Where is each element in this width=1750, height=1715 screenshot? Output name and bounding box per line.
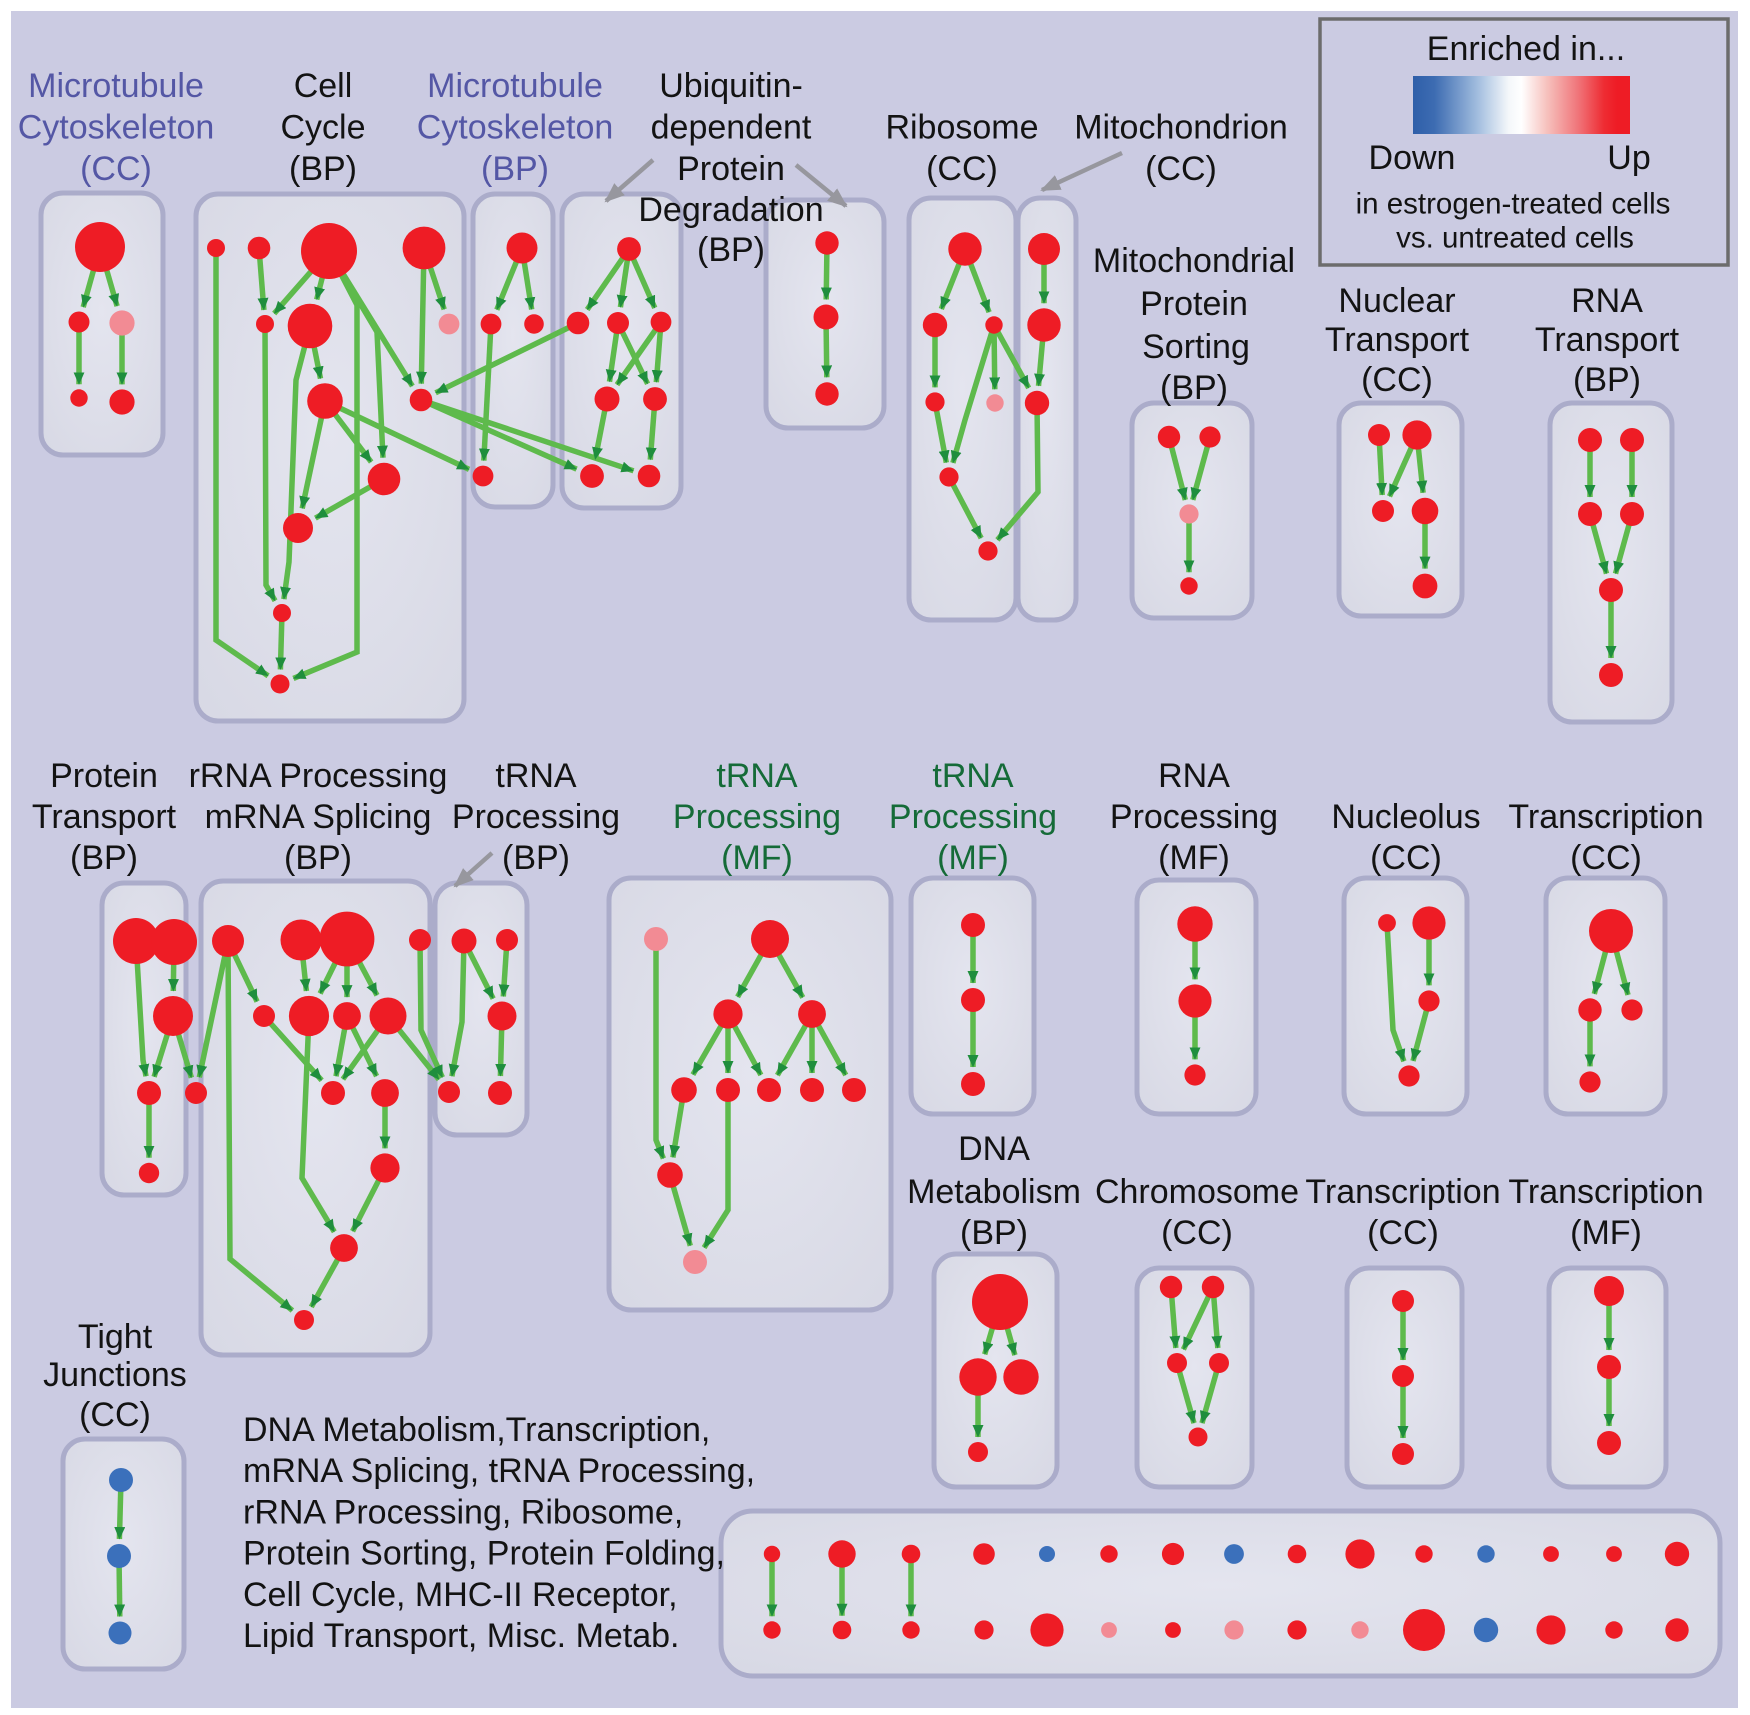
svg-text:Transcription: Transcription — [1305, 1173, 1500, 1211]
svg-text:(BP): (BP) — [697, 231, 765, 269]
svg-text:mRNA Splicing: mRNA Splicing — [205, 798, 432, 836]
svg-text:Ubiquitin-: Ubiquitin- — [659, 67, 803, 105]
svg-text:Cytoskeleton: Cytoskeleton — [18, 109, 215, 147]
svg-text:(MF): (MF) — [1158, 839, 1230, 877]
svg-text:(CC): (CC) — [1145, 150, 1217, 188]
svg-text:in estrogen-treated cells: in estrogen-treated cells — [1356, 188, 1671, 221]
svg-text:Transport: Transport — [1325, 321, 1470, 359]
svg-text:Processing: Processing — [889, 798, 1057, 836]
svg-text:Transcription: Transcription — [1508, 1173, 1703, 1211]
svg-text:Tight: Tight — [78, 1318, 153, 1356]
svg-text:Processing: Processing — [673, 798, 841, 836]
svg-text:(CC): (CC) — [926, 150, 998, 188]
svg-text:Protein Sorting, Protein Foldi: Protein Sorting, Protein Folding, — [243, 1535, 725, 1573]
svg-text:(CC): (CC) — [1161, 1214, 1233, 1252]
svg-text:(CC): (CC) — [1570, 839, 1642, 877]
svg-text:rRNA Processing: rRNA Processing — [189, 757, 448, 795]
svg-text:Microtubule: Microtubule — [28, 67, 204, 105]
svg-text:Degradation: Degradation — [638, 191, 823, 229]
svg-text:tRNA: tRNA — [932, 757, 1014, 795]
svg-text:(BP): (BP) — [1573, 361, 1641, 399]
svg-text:tRNA: tRNA — [495, 757, 577, 795]
svg-text:Transport: Transport — [1535, 321, 1680, 359]
svg-text:(BP): (BP) — [289, 150, 357, 188]
svg-text:Processing: Processing — [1110, 798, 1278, 836]
svg-text:RNA: RNA — [1571, 282, 1643, 320]
svg-text:rRNA Processing, Ribosome,: rRNA Processing, Ribosome, — [243, 1493, 683, 1531]
svg-text:Cell: Cell — [294, 67, 353, 105]
svg-text:(BP): (BP) — [1160, 369, 1228, 407]
svg-text:(CC): (CC) — [79, 1396, 151, 1434]
svg-text:Sorting: Sorting — [1142, 328, 1250, 366]
svg-text:Nucleolus: Nucleolus — [1331, 798, 1480, 836]
svg-text:(BP): (BP) — [70, 839, 138, 877]
svg-text:Down: Down — [1369, 139, 1456, 177]
svg-text:Up: Up — [1607, 139, 1650, 177]
svg-text:DNA Metabolism,Transcription,: DNA Metabolism,Transcription, — [243, 1411, 710, 1449]
svg-text:DNA: DNA — [958, 1130, 1030, 1168]
svg-text:(MF): (MF) — [1570, 1214, 1642, 1252]
svg-text:Cytoskeleton: Cytoskeleton — [417, 109, 614, 147]
svg-text:(CC): (CC) — [1367, 1214, 1439, 1252]
svg-text:(MF): (MF) — [937, 839, 1009, 877]
svg-text:Mitochondrion: Mitochondrion — [1074, 109, 1288, 147]
svg-text:Protein: Protein — [1140, 285, 1248, 323]
svg-text:Enriched in...: Enriched in... — [1427, 30, 1625, 68]
svg-text:Transcription: Transcription — [1508, 798, 1703, 836]
svg-text:Cycle: Cycle — [280, 109, 365, 147]
svg-text:RNA: RNA — [1158, 757, 1230, 795]
svg-text:Microtubule: Microtubule — [427, 67, 603, 105]
svg-text:Chromosome: Chromosome — [1095, 1173, 1299, 1211]
svg-text:(BP): (BP) — [960, 1214, 1028, 1252]
svg-text:(BP): (BP) — [284, 839, 352, 877]
svg-text:Lipid Transport, Misc. Metab.: Lipid Transport, Misc. Metab. — [243, 1617, 680, 1655]
svg-text:Processing: Processing — [452, 798, 620, 836]
svg-text:(CC): (CC) — [80, 150, 152, 188]
svg-text:(CC): (CC) — [1361, 361, 1433, 399]
svg-text:mRNA Splicing, tRNA Processing: mRNA Splicing, tRNA Processing, — [243, 1452, 755, 1490]
svg-text:(BP): (BP) — [481, 150, 549, 188]
svg-text:Transport: Transport — [32, 798, 177, 836]
svg-text:Mitochondrial: Mitochondrial — [1093, 242, 1295, 280]
svg-text:(MF): (MF) — [721, 839, 793, 877]
svg-text:Nuclear: Nuclear — [1338, 282, 1455, 320]
svg-text:tRNA: tRNA — [716, 757, 798, 795]
svg-text:Protein: Protein — [677, 150, 785, 188]
svg-text:(CC): (CC) — [1370, 839, 1442, 877]
svg-text:vs. untreated cells: vs. untreated cells — [1396, 222, 1634, 255]
svg-text:dependent: dependent — [651, 109, 812, 147]
svg-text:Protein: Protein — [50, 757, 158, 795]
svg-text:Cell Cycle, MHC-II Receptor,: Cell Cycle, MHC-II Receptor, — [243, 1576, 678, 1614]
svg-text:(BP): (BP) — [502, 839, 570, 877]
svg-text:Ribosome: Ribosome — [885, 109, 1038, 147]
svg-text:Junctions: Junctions — [43, 1356, 187, 1394]
svg-text:Metabolism: Metabolism — [907, 1173, 1081, 1211]
